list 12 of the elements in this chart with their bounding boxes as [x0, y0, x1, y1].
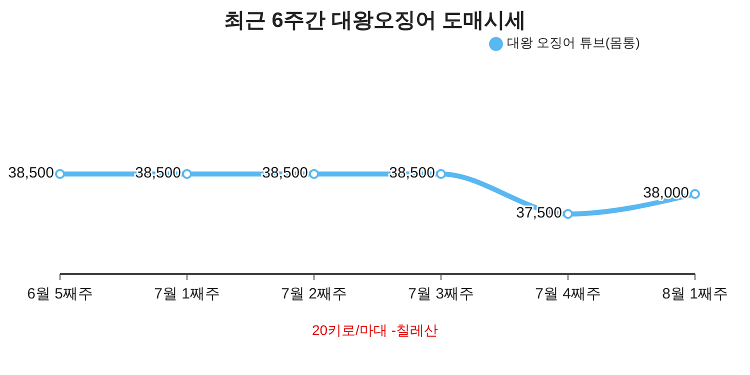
x-tick-label: 7월 2째주: [281, 286, 347, 303]
chart-title: 최근 6주간 대왕오징어 도매시세: [222, 8, 528, 34]
data-label: 37,500: [516, 204, 562, 222]
x-tick-label: 7월 3째주: [408, 286, 474, 303]
legend-label: 대왕 오징어 튜브(몸통): [507, 35, 640, 50]
x-tick-label: 7월 4째주: [535, 286, 601, 303]
x-tick-label: 6월 5째주: [27, 286, 93, 303]
x-tick-label: 8월 1째주: [662, 286, 728, 303]
x-tick-label: 7월 1째주: [154, 286, 220, 303]
text: 20키로/마대 -칠레산: [310, 322, 439, 340]
data-label: 38,500: [8, 164, 54, 182]
data-label: 38,000: [643, 184, 689, 202]
